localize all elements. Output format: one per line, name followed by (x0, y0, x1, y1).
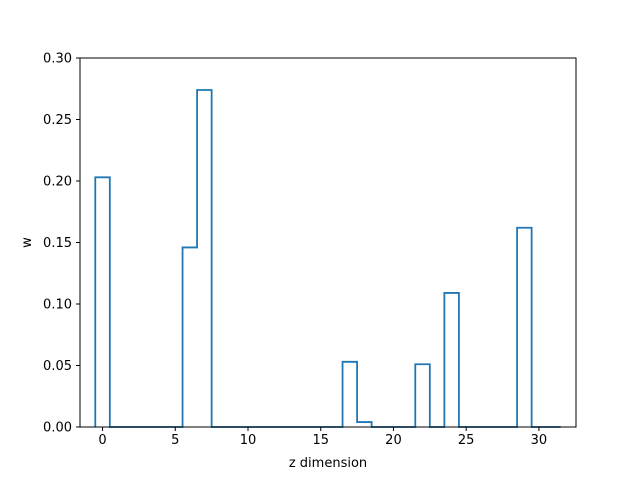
x-tick-label: 5 (171, 433, 179, 448)
x-tick-label: 30 (531, 433, 548, 448)
x-tick-label: 0 (98, 433, 106, 448)
x-axis-ticks: 0 5 10 15 20 25 30 (98, 427, 547, 448)
x-axis-label: z dimension (289, 456, 367, 471)
x-tick-label: 10 (240, 433, 257, 448)
y-tick-label: 0.20 (43, 175, 72, 190)
x-tick-label: 15 (312, 433, 329, 448)
y-tick-label: 0.25 (43, 113, 72, 128)
y-tick-label: 0.00 (43, 421, 72, 436)
y-tick-label: 0.15 (43, 236, 72, 251)
y-tick-label: 0.05 (43, 359, 72, 374)
x-tick-label: 25 (458, 433, 475, 448)
y-axis-ticks: 0.00 0.05 0.10 0.15 0.20 0.25 0.30 (43, 52, 80, 436)
y-axis-label: w (20, 237, 35, 248)
x-tick-label: 20 (385, 433, 402, 448)
y-tick-label: 0.30 (43, 52, 72, 67)
y-tick-label: 0.10 (43, 298, 72, 313)
